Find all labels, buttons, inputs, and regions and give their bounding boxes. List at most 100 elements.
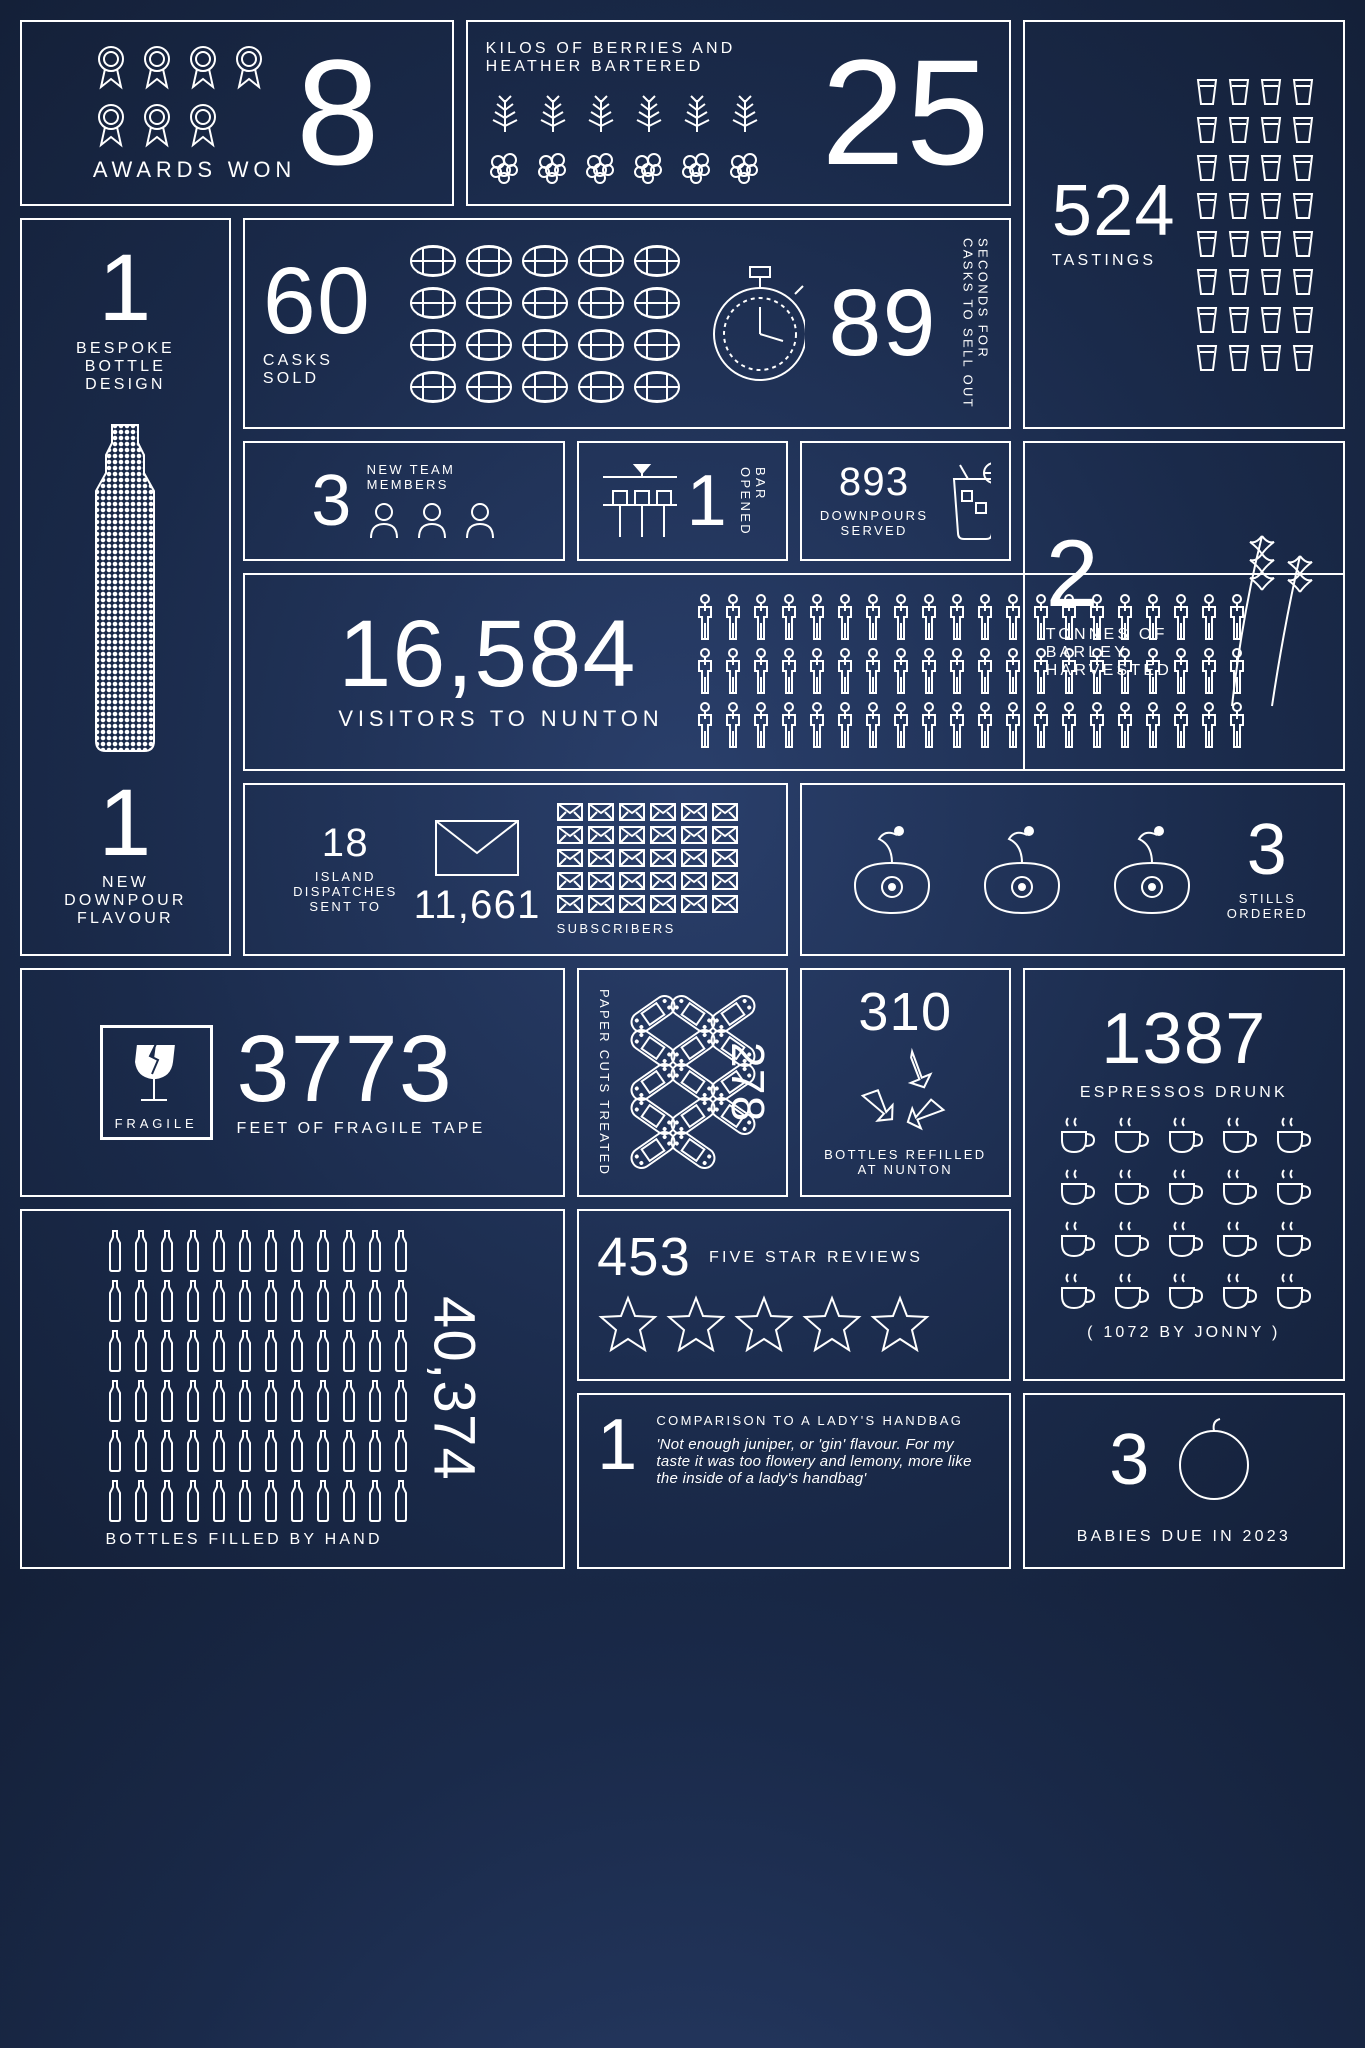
envelope-small-icon xyxy=(712,803,738,821)
small-bottle-icon xyxy=(287,1379,307,1423)
envelope-small-icon xyxy=(681,872,707,890)
envelope-small-icon xyxy=(557,849,583,867)
person-outline-icon xyxy=(1141,593,1165,643)
person-outline-icon xyxy=(1169,647,1193,697)
envelope-small-icon xyxy=(557,895,583,913)
small-bottle-icon xyxy=(131,1379,151,1423)
person-icon xyxy=(415,500,449,540)
person-outline-icon xyxy=(1085,593,1109,643)
reviews-value: 453 xyxy=(597,1233,691,1282)
bar-label: BAR OPENED xyxy=(738,467,768,536)
heather-icon xyxy=(534,90,572,134)
shot-glass-icon xyxy=(1290,228,1316,260)
small-bottle-icon xyxy=(313,1279,333,1323)
envelope-small-icon xyxy=(650,849,676,867)
small-bottle-icon xyxy=(261,1479,281,1523)
cup-icon xyxy=(1162,1166,1206,1208)
small-bottle-icon xyxy=(183,1329,203,1373)
envelope-small-icon xyxy=(588,895,614,913)
person-outline-icon xyxy=(1169,593,1193,643)
filled-label: BOTTLES FILLED BY HAND xyxy=(105,1531,382,1549)
envelope-icon xyxy=(432,817,522,879)
small-bottle-icon xyxy=(287,1429,307,1473)
ribbon-icon xyxy=(139,101,175,149)
cup-icon xyxy=(1054,1114,1098,1156)
person-outline-icon xyxy=(805,593,829,643)
shot-glass-icon xyxy=(1194,342,1220,374)
plaster-icon xyxy=(666,1127,720,1174)
person-outline-icon xyxy=(1169,701,1193,751)
envelope-small-icon xyxy=(681,803,707,821)
small-bottle-icon xyxy=(287,1329,307,1373)
heather-icon xyxy=(678,90,716,134)
cup-icon xyxy=(1162,1270,1206,1312)
person-outline-icon xyxy=(889,647,913,697)
small-bottle-icon xyxy=(235,1329,255,1373)
shot-glass-icon xyxy=(1194,76,1220,108)
team-value: 3 xyxy=(311,469,352,534)
small-bottle-icon xyxy=(183,1229,203,1273)
baby-icon xyxy=(1169,1415,1259,1505)
small-bottle-icon xyxy=(235,1279,255,1323)
person-outline-icon xyxy=(1141,647,1165,697)
babies-label: BABIES DUE IN 2023 xyxy=(1043,1528,1325,1546)
shot-glass-icon xyxy=(1226,76,1252,108)
person-icon xyxy=(367,500,401,540)
person-outline-icon xyxy=(833,593,857,643)
envelope-small-icon xyxy=(557,803,583,821)
cask-icon xyxy=(409,244,457,278)
cup-icon xyxy=(1108,1166,1152,1208)
small-bottle-icon xyxy=(183,1429,203,1473)
cup-icon xyxy=(1216,1270,1260,1312)
person-outline-icon xyxy=(749,647,773,697)
dispatch-top-value: 18 xyxy=(322,825,369,861)
person-outline-icon xyxy=(1029,593,1053,643)
team-label: NEW TEAM MEMBERS xyxy=(367,462,456,492)
small-bottle-icon xyxy=(209,1229,229,1273)
star-icon xyxy=(665,1294,727,1356)
bespoke-label: BESPOKE BOTTLE DESIGN xyxy=(76,340,175,394)
person-outline-icon xyxy=(749,701,773,751)
small-bottle-icon xyxy=(235,1379,255,1423)
small-bottle-icon xyxy=(261,1379,281,1423)
tile-papercuts: PAPER CUTS TREATED 278 xyxy=(577,968,788,1197)
person-outline-icon xyxy=(1029,701,1053,751)
person-outline-icon xyxy=(1197,647,1221,697)
small-bottle-icon xyxy=(391,1379,411,1423)
shot-glass-icon xyxy=(1258,228,1284,260)
stills-label: STILLS ORDERED xyxy=(1227,891,1308,921)
still-icon xyxy=(837,815,947,925)
small-bottle-icon xyxy=(261,1329,281,1373)
papercuts-label: PAPER CUTS TREATED xyxy=(597,989,612,1176)
small-bottle-icon xyxy=(183,1279,203,1323)
envelope-small-icon xyxy=(712,849,738,867)
ribbon-icon xyxy=(185,43,221,91)
small-bottle-icon xyxy=(313,1429,333,1473)
person-outline-icon xyxy=(1113,647,1137,697)
person-outline-icon xyxy=(1001,701,1025,751)
handbag-quote: 'Not enough juniper, or 'gin' flavour. F… xyxy=(656,1436,990,1487)
ribbon-icon xyxy=(231,43,267,91)
envelope-small-icon xyxy=(588,826,614,844)
cask-icon xyxy=(465,244,513,278)
small-bottle-icon xyxy=(105,1479,125,1523)
person-outline-icon xyxy=(1001,647,1025,697)
cup-icon xyxy=(1108,1114,1152,1156)
bespoke-value: 1 xyxy=(98,246,152,332)
shot-glass-icon xyxy=(1258,304,1284,336)
small-bottle-icon xyxy=(131,1229,151,1273)
refilled-value: 310 xyxy=(858,988,952,1037)
bottle-icon xyxy=(70,417,180,757)
person-outline-icon xyxy=(693,701,717,751)
cask-icon xyxy=(521,328,569,362)
cask-icon xyxy=(409,286,457,320)
envelope-small-icon xyxy=(681,826,707,844)
envelope-small-icon xyxy=(588,872,614,890)
small-bottle-icon xyxy=(209,1429,229,1473)
small-bottle-icon xyxy=(183,1379,203,1423)
small-bottle-icon xyxy=(183,1479,203,1523)
cask-icon xyxy=(577,286,625,320)
envelope-small-icon xyxy=(650,872,676,890)
handbag-value: 1 xyxy=(597,1413,638,1478)
envelope-small-icon xyxy=(619,849,645,867)
